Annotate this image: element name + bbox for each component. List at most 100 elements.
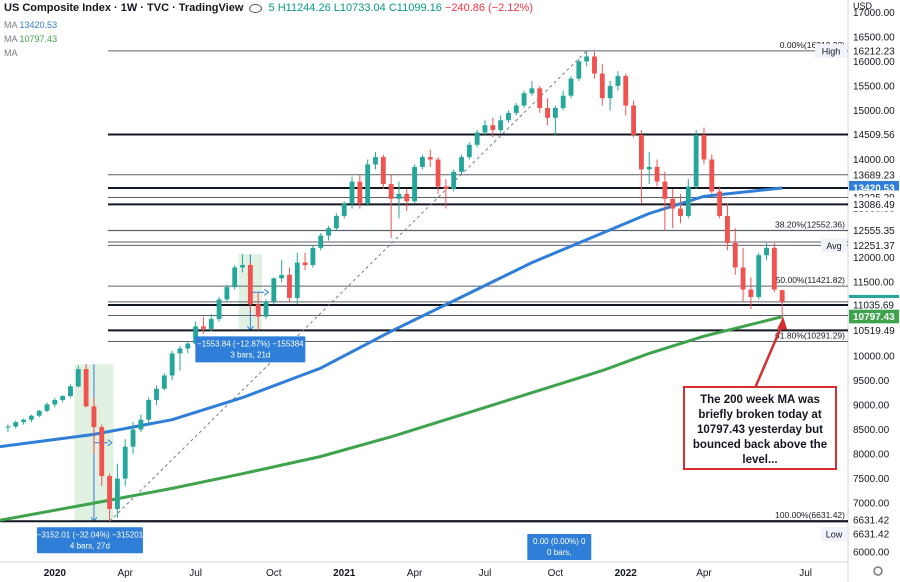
candle-body — [279, 274, 285, 279]
price-tag-bg — [821, 527, 847, 542]
dashed-trendline — [109, 50, 588, 522]
candle-body — [482, 125, 488, 133]
y-tick-label: 15500.00 — [853, 81, 895, 92]
x-tick-label: 2020 — [44, 568, 67, 579]
candle-body — [592, 56, 597, 74]
gear-icon[interactable] — [873, 566, 883, 576]
candle-body — [529, 88, 535, 94]
candle-body — [412, 166, 418, 202]
candle-body — [302, 262, 308, 266]
candle-body — [466, 144, 472, 158]
candle-body — [193, 326, 199, 344]
price-label-text: 6631.42 — [853, 516, 890, 527]
candle-body — [138, 419, 144, 430]
eye-icon[interactable] — [249, 3, 263, 13]
annotation-box: The 200 week MA was briefly broken today … — [683, 386, 837, 470]
candle-body — [208, 319, 214, 329]
y-tick-label: 10000.00 — [853, 351, 895, 362]
x-tick-label: 2021 — [333, 568, 356, 579]
ma-line-blue — [0, 186, 783, 449]
ma-value-green: 10797.43 — [19, 34, 58, 44]
ma-row-3[interactable]: MA — [4, 48, 18, 58]
price-label-text: 13086.49 — [853, 200, 895, 211]
ma-row-1[interactable]: MA 13420.53 — [4, 20, 57, 30]
candle-body — [36, 410, 42, 416]
price-label-text: 10797.43 — [853, 312, 895, 323]
candle-body — [161, 375, 167, 389]
candle-body — [396, 193, 402, 199]
arrow-right-icon — [264, 288, 270, 296]
candle-body — [748, 289, 754, 297]
candle-body — [255, 304, 261, 317]
candle-body — [373, 157, 378, 165]
annotation-text-line: briefly broken today at — [698, 409, 822, 421]
candle-body — [474, 132, 480, 145]
candle-body — [545, 107, 550, 118]
candle-body — [427, 157, 433, 160]
candle-body — [185, 343, 191, 349]
y-tick-label: 7000.00 — [853, 499, 890, 510]
x-tick-label: 2022 — [615, 568, 638, 579]
candle-body — [451, 171, 457, 189]
measure-label-line1: −3152.01 (−32.04%) −315201 — [37, 530, 144, 539]
x-tick-label: Apr — [696, 568, 712, 579]
candle-body — [725, 215, 730, 243]
candle-body — [318, 235, 324, 248]
candle-body — [310, 247, 316, 266]
ma-row-2[interactable]: MA 10797.43 — [4, 34, 57, 44]
price-label-bg — [849, 238, 899, 253]
candle-body — [341, 203, 347, 216]
candle-body — [247, 265, 253, 305]
chart-header: US Composite Index · 1W · TVC · TradingV… — [4, 2, 533, 14]
candle-body — [130, 429, 136, 447]
price-label-bg — [849, 223, 899, 238]
measure-label-box[interactable]: −3152.01 (−32.04%) −315201 4 bars, 27d — [37, 527, 144, 554]
candle-body — [68, 386, 73, 397]
price-axis-label: 6631.42 Low — [821, 527, 899, 542]
candle-body — [513, 105, 519, 113]
candle-body — [232, 267, 238, 288]
candle-body — [91, 406, 97, 428]
candle-body — [599, 73, 605, 99]
y-tick-label: 6000.00 — [853, 548, 890, 559]
x-tick-label: Apr — [117, 568, 133, 579]
fib-level-label: 38.20%(12552.36) — [775, 220, 845, 230]
candle-body — [459, 157, 464, 172]
red-arrow-head-icon — [777, 316, 788, 330]
price-label-text: 16212.23 — [853, 46, 895, 57]
candle-body — [732, 242, 738, 268]
price-axis-label: 12555.35 — [849, 223, 899, 238]
fib-level-label: 100.00%(6631.42) — [775, 510, 845, 520]
measure-label-box[interactable]: 0.00 (0.00%) 0 0 bars, — [527, 534, 592, 560]
candle-body — [576, 61, 582, 79]
candle-body — [380, 157, 386, 185]
candle-body — [287, 274, 292, 298]
candle-body — [623, 76, 629, 106]
candle-body — [154, 388, 159, 401]
price-tag-text: High — [822, 46, 841, 56]
price-label-bg — [849, 127, 899, 142]
measure-label-box[interactable]: −1553.84 (−12.87%) −155384 3 bars, 21d — [195, 336, 306, 363]
price-label-bg — [849, 309, 899, 324]
candle-body — [584, 56, 590, 62]
candle-body — [365, 164, 371, 204]
candle-body — [294, 262, 300, 298]
candle-body — [404, 193, 410, 202]
price-axis-label: 12251.37 Avg — [821, 238, 899, 253]
x-tick-label: Jul — [479, 568, 492, 579]
fib-level-label: 0.00%(16212.23) — [780, 40, 845, 50]
price-label-bg — [849, 513, 899, 528]
candle-body — [333, 215, 339, 229]
candle-body — [5, 426, 11, 428]
candle-body — [107, 476, 113, 509]
candle-body — [701, 134, 707, 160]
candle-body — [122, 446, 128, 479]
ma-label: MA — [4, 48, 18, 58]
y-tick-label: 9000.00 — [853, 400, 890, 411]
candle-body — [646, 166, 652, 170]
measure-label-line2: 3 bars, 21d — [230, 350, 270, 359]
candle-body — [357, 181, 363, 204]
y-tick-label: 17000.00 — [853, 8, 895, 19]
y-tick-label: 16500.00 — [853, 32, 895, 43]
